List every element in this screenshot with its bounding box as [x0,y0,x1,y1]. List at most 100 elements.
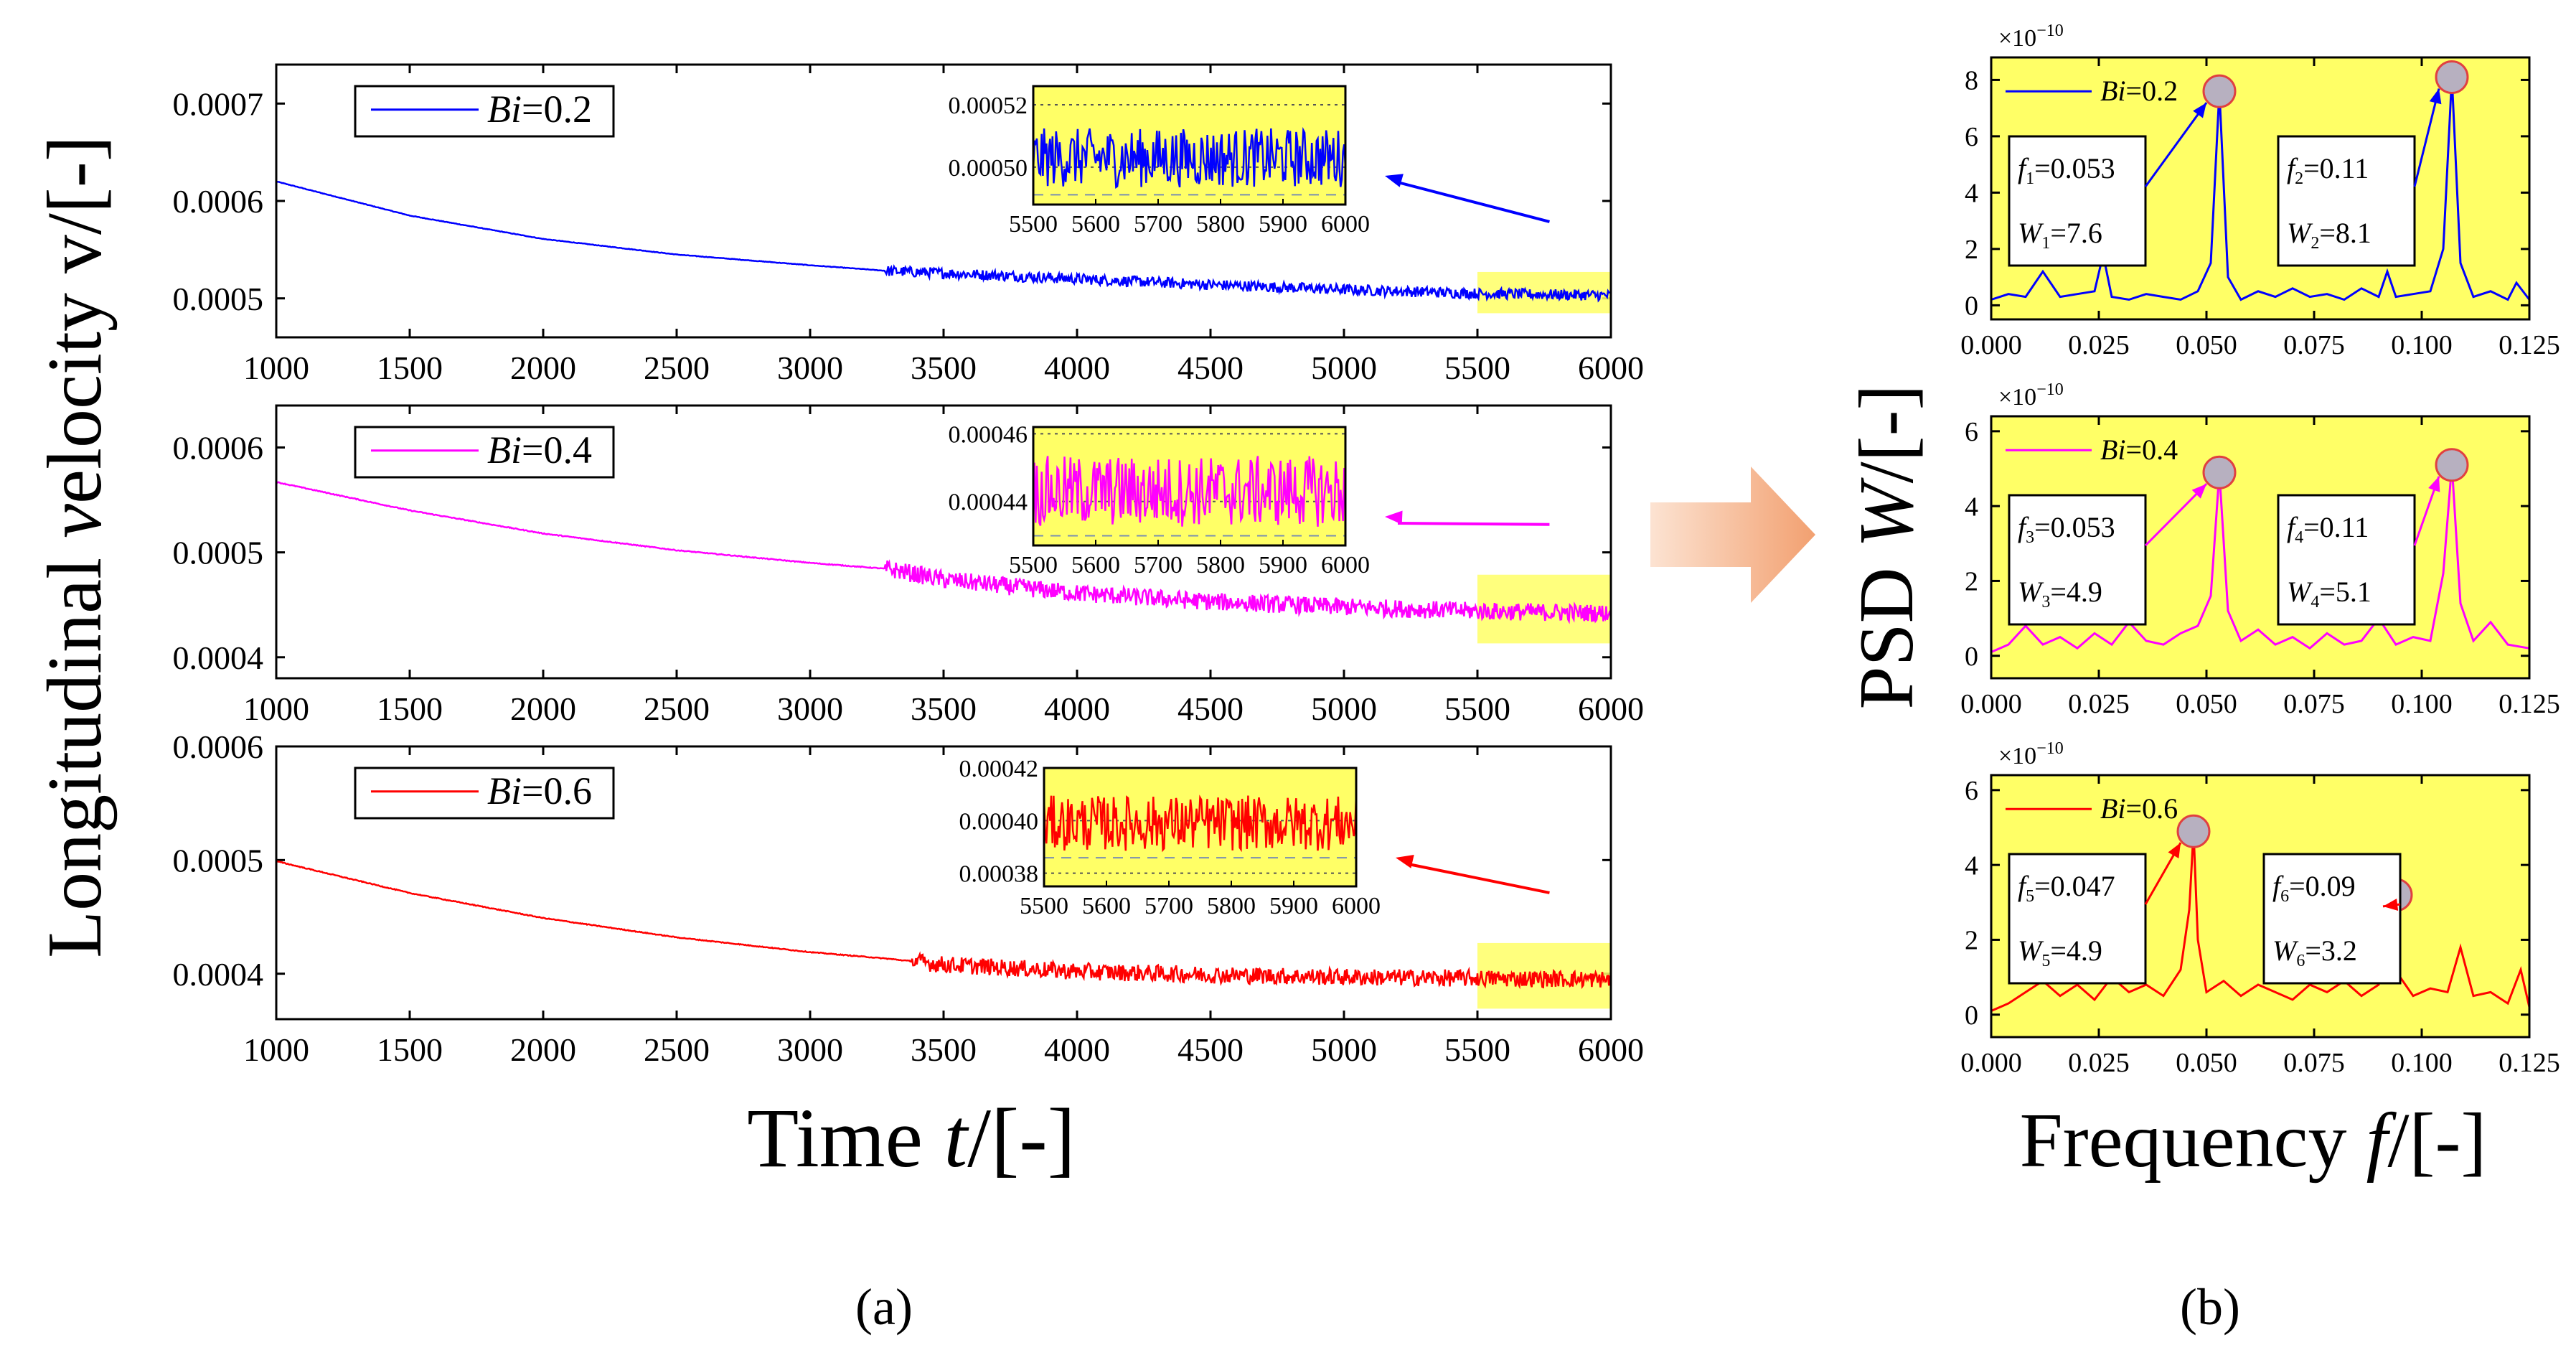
x-tick-label: 0.025 [2068,330,2130,360]
series-line [276,481,1612,624]
x-tick-label: 5500 [1444,1031,1510,1068]
annotation-arrow-head [2429,88,2442,105]
legend-box [354,85,615,138]
y-tick-label: 6 [1965,417,1978,447]
series-line [276,860,1612,990]
inset-x-tick-label: 5800 [1207,893,1256,919]
legend-label: Bi=0.6 [487,769,592,812]
x-tick-label: 2500 [644,350,710,386]
zoom-arrow-head [1385,510,1403,525]
panel-label-b: (b) [2180,1278,2240,1336]
psd-multiplier: ×10−10 [1998,380,2064,411]
axes-frame [1990,415,2531,680]
annotation-arrow [2413,88,2440,187]
zoom-arrow-head [1385,174,1404,187]
annotation-box [2008,494,2147,626]
velocity-chart-1: 1000 1500 2000 2500 3000 3500 4000 4500 5000 5500… [173,63,1644,386]
axes-frame [1990,774,2531,1039]
series-line [1990,831,2531,1012]
annotation-arrow-head [2428,476,2440,492]
inset-series-line [1032,456,1347,527]
annotation-power: W5=4.9 [2018,934,2102,970]
series-line [276,180,1612,303]
annotation-arrow-head [2193,103,2206,118]
series-line [1990,77,2531,301]
x-tick-label: 0.125 [2499,330,2560,360]
annotation-power: W6=3.2 [2272,934,2357,970]
x-tick-label: 4000 [1044,690,1110,727]
x-tick-label: 5500 [1444,350,1510,386]
x-tick-label: 1500 [377,350,443,386]
x-tick-label: 4500 [1177,690,1244,727]
peak-marker [2435,60,2469,94]
right-y-axis-title: PSD W/[-] [1844,385,1929,710]
velocity-chart-2: 1000 1500 2000 2500 3000 3500 4000 4500 5000 5500… [173,404,1644,727]
inset-x-tick-label: 5500 [1009,552,1058,578]
x-tick-label: 5500 [1444,690,1510,727]
inset-x-tick-label: 6000 [1321,211,1370,238]
x-tick-label: 1000 [243,350,309,386]
annotation-box [2008,135,2147,267]
inset-y-tick-label: 0.00044 [949,489,1028,516]
annotation-box [2277,494,2416,626]
annotation-frequency: f4=0.11 [2287,511,2369,547]
x-tick-label: 3500 [911,690,977,727]
x-tick-label: 3500 [911,1031,977,1068]
x-tick-label: 2000 [510,350,576,386]
left-x-axis-title: Time t/[-] [747,1091,1076,1185]
y-tick-label: 0 [1965,291,1978,322]
x-tick-label: 1500 [377,1031,443,1068]
annotation-frequency: f3=0.053 [2018,511,2115,547]
axes-frame [275,745,1612,1021]
legend-box [354,767,615,820]
psd-chart-1: 0.000 0.025 0.050 0.075 0.100 0.125 0 2 4 6 8 ×10−1… [1960,22,2560,360]
inset-x-tick-label: 5900 [1259,211,1307,238]
series-line [1990,464,2530,653]
x-tick-label: 0.075 [2283,330,2345,360]
inset-chart: 0.00044 0.00046 5500 5600 5700 5800 5900 6000 [949,421,1371,578]
x-tick-label: 0.100 [2391,689,2453,719]
inset-x-tick-label: 5700 [1144,893,1193,919]
x-tick-label: 2000 [510,690,576,727]
inset-y-tick-label: 0.00046 [949,421,1028,448]
y-tick-label: 0.0005 [173,281,264,317]
inset-x-tick-label: 5600 [1082,893,1131,919]
peak-marker [2176,814,2211,848]
annotation-arrow-head [2168,843,2181,859]
x-tick-label: 0.050 [2176,689,2237,719]
inset-series-line [1043,795,1358,853]
inset-x-tick-label: 5700 [1134,552,1183,578]
x-tick-label: 3500 [911,350,977,386]
inset-y-tick-label: 0.00052 [949,93,1028,119]
y-tick-label: 6 [1965,776,1978,806]
inset-x-tick-label: 5600 [1071,211,1120,238]
x-tick-label: 6000 [1578,350,1644,386]
inset-y-tick-label: 0.00042 [959,756,1039,782]
x-tick-label: 0.100 [2391,330,2453,360]
axes-frame [275,63,1612,339]
inset-frame [1043,767,1358,888]
x-tick-label: 4000 [1044,1031,1110,1068]
annotation-box [2262,853,2402,985]
annotation-frequency: f5=0.047 [2018,870,2115,906]
inset-chart: 0.00038 0.00040 0.00042 5500 5600 5700 5800 590… [959,756,1381,919]
y-tick-label: 6 [1965,122,1978,152]
axes-frame [1990,56,2531,321]
x-tick-label: 0.025 [2068,689,2130,719]
x-tick-label: 2000 [510,1031,576,1068]
x-tick-label: 0.050 [2176,330,2237,360]
velocity-chart-3: 1000 1500 2000 2500 3000 3500 4000 4500 5000 5500… [173,728,1645,1068]
inset-series-line [1032,126,1347,189]
annotation-frequency: f1=0.053 [2018,152,2115,188]
legend-label: Bi=0.4 [2100,434,2178,466]
peak-marker [2202,74,2237,108]
psd-chart-3: 0.000 0.025 0.050 0.075 0.100 0.125 0 2 4 6 ×10−10… [1960,739,2560,1078]
psd-chart-2: 0.000 0.025 0.050 0.075 0.100 0.125 0 2 4 6 ×10−10… [1960,380,2560,719]
annotation-arrow-head [2191,484,2206,499]
annotation-box [2008,853,2147,985]
y-tick-label: 2 [1965,235,1978,265]
x-tick-label: 2500 [644,1031,710,1068]
x-tick-label: 0.075 [2283,689,2345,719]
x-tick-label: 1000 [243,690,309,727]
panel-label-a: (a) [855,1278,913,1336]
